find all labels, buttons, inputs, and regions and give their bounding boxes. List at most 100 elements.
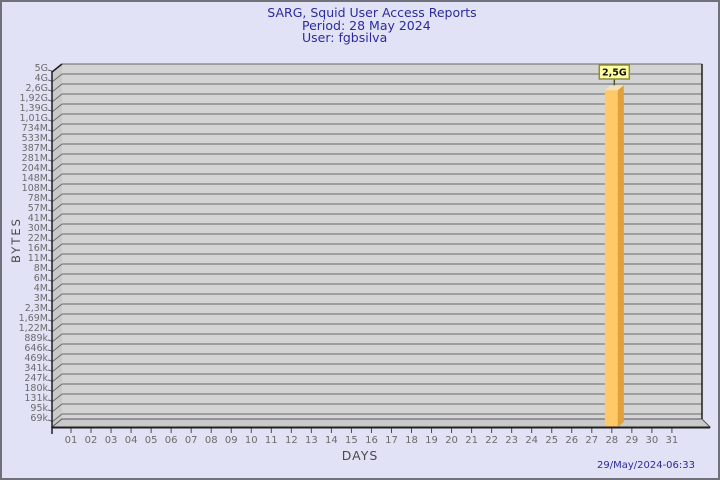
y-tick-label: 469k bbox=[24, 353, 48, 364]
wall-diagonal bbox=[51, 283, 63, 293]
wall-diagonal bbox=[51, 343, 63, 353]
value-label-box bbox=[598, 64, 631, 80]
x-tick-label: 17 bbox=[385, 435, 398, 446]
x-tick-label: 06 bbox=[165, 435, 178, 446]
y-tick-label: 2,3M bbox=[25, 303, 48, 314]
y-tick-label: 41M bbox=[28, 213, 48, 224]
x-tick-label: 30 bbox=[646, 435, 659, 446]
y-tick-label: 1,92G bbox=[19, 93, 48, 104]
x-tick-label: 07 bbox=[185, 435, 198, 446]
y-tick-label: 4M bbox=[34, 283, 48, 294]
wall-diagonal bbox=[51, 233, 63, 243]
y-tick-label: 1,01G bbox=[19, 113, 48, 124]
wall-diagonal bbox=[51, 163, 63, 173]
wall-diagonal bbox=[51, 143, 63, 153]
wall-diagonal bbox=[51, 293, 63, 303]
y-tick-label: 5G bbox=[35, 63, 48, 74]
y-tick-label: 646k bbox=[24, 343, 48, 354]
x-tick-label: 20 bbox=[445, 435, 458, 446]
y-tick-label: 4G bbox=[35, 73, 48, 84]
wall-diagonal bbox=[51, 363, 63, 373]
wall-diagonal bbox=[51, 173, 63, 183]
generated-timestamp: 29/May/2024-06:33 bbox=[596, 460, 695, 471]
x-tick-label: 12 bbox=[285, 435, 298, 446]
y-tick-label: 95k bbox=[30, 403, 48, 414]
y-tick-label: 180k bbox=[24, 383, 48, 394]
wall-diagonal bbox=[51, 413, 63, 423]
x-tick-label: 04 bbox=[125, 435, 138, 446]
wall-diagonal bbox=[51, 133, 63, 143]
y-tick-label: 3M bbox=[34, 293, 48, 304]
y-tick-label: 6M bbox=[34, 273, 48, 284]
wall-diagonal bbox=[51, 93, 63, 103]
y-tick-label: 8M bbox=[34, 263, 48, 274]
x-tick-label: 27 bbox=[585, 435, 598, 446]
x-tick-label: 09 bbox=[225, 435, 238, 446]
wall-top-edge bbox=[51, 63, 63, 73]
y-tick-label: 148M bbox=[22, 173, 48, 184]
x-tick-label: 21 bbox=[465, 435, 478, 446]
wall-diagonal bbox=[51, 323, 63, 333]
y-tick-label: 108M bbox=[22, 183, 48, 194]
y-tick-label: 2,6G bbox=[26, 83, 48, 94]
bar-top-face bbox=[604, 85, 624, 91]
y-tick-label: 57M bbox=[28, 203, 48, 214]
wall-diagonal bbox=[51, 333, 63, 343]
wall-diagonal bbox=[51, 103, 63, 113]
x-tick-label: 08 bbox=[205, 435, 218, 446]
x-tick-label: 28 bbox=[605, 435, 618, 446]
x-tick-label: 14 bbox=[325, 435, 338, 446]
wall-diagonal bbox=[51, 403, 63, 413]
report-period: Period: 28 May 2024 bbox=[302, 17, 431, 33]
x-tick-label: 26 bbox=[565, 435, 578, 446]
wall-diagonal bbox=[51, 243, 63, 253]
y-tick-label: 341k bbox=[24, 363, 48, 374]
y-tick-label: 204M bbox=[22, 163, 48, 174]
wall-diagonal bbox=[51, 353, 63, 363]
y-tick-label: 11M bbox=[28, 253, 48, 264]
x-tick-label: 19 bbox=[425, 435, 438, 446]
y-tick-label: 1,39G bbox=[19, 103, 48, 114]
y-tick-label: 69k bbox=[30, 413, 48, 424]
y-tick-label: 281M bbox=[22, 153, 48, 164]
x-tick-label: 11 bbox=[265, 435, 278, 446]
plot-area bbox=[62, 64, 702, 419]
x-tick-label: 13 bbox=[305, 435, 318, 446]
y-tick-label: 30M bbox=[28, 223, 48, 234]
wall-diagonal bbox=[51, 73, 63, 83]
x-tick-label: 29 bbox=[625, 435, 638, 446]
wall-diagonal bbox=[51, 213, 63, 223]
wall-diagonal bbox=[51, 313, 63, 323]
chart-dynamic: 5G4G2,6G1,92G1,39G1,01G734M533M387M281M2… bbox=[19, 63, 702, 446]
x-tick-label: 16 bbox=[365, 435, 378, 446]
y-tick bbox=[47, 69, 53, 72]
wall-diagonal bbox=[51, 393, 63, 403]
x-tick-label: 01 bbox=[65, 435, 78, 446]
wall-diagonal bbox=[51, 373, 63, 383]
wall-diagonal bbox=[51, 273, 63, 283]
wall-diagonal bbox=[51, 83, 63, 93]
y-tick-label: 78M bbox=[28, 193, 48, 204]
wall-diagonal bbox=[51, 123, 63, 133]
y-tick-label: 131k bbox=[24, 393, 48, 404]
x-tick-label: 05 bbox=[145, 435, 158, 446]
y-tick-label: 533M bbox=[22, 133, 48, 144]
y-tick-label: 22M bbox=[28, 233, 48, 244]
x-tick-label: 03 bbox=[105, 435, 118, 446]
wall-diagonal bbox=[51, 303, 63, 313]
wall-diagonal bbox=[51, 113, 63, 123]
bar-side-face bbox=[617, 85, 624, 428]
wall-diagonal bbox=[51, 383, 63, 393]
y-tick-label: 387M bbox=[22, 143, 48, 154]
wall-diagonal bbox=[51, 253, 63, 263]
report-user: User: fgbsilva bbox=[302, 29, 388, 45]
wall-diagonal bbox=[51, 223, 63, 233]
bar-front-face bbox=[604, 90, 618, 428]
y-tick-label: 1,69M bbox=[19, 313, 48, 324]
x-tick-label: 10 bbox=[245, 435, 258, 446]
wall-diagonal bbox=[51, 263, 63, 273]
bar-day-28: 2,5G bbox=[598, 64, 631, 428]
wall-diagonal bbox=[51, 153, 63, 163]
